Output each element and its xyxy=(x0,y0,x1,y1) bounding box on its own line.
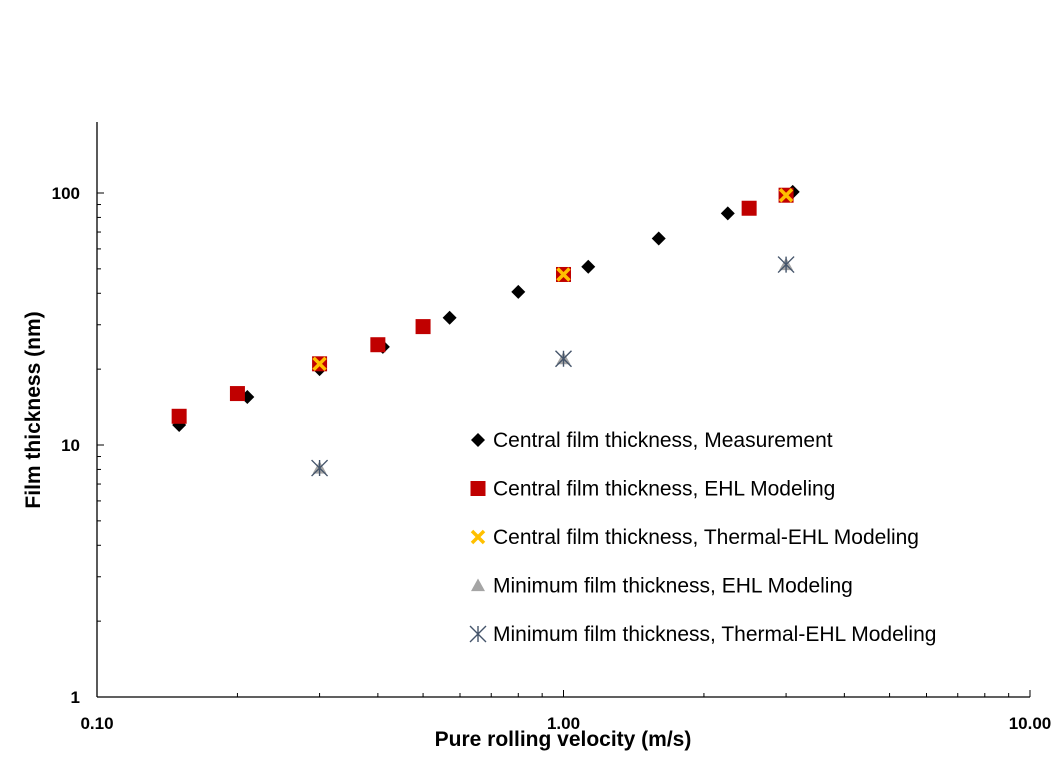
series-5 xyxy=(311,256,795,477)
legend-label: Minimum film thickness, Thermal-EHL Mode… xyxy=(493,623,936,646)
legend-label: Central film thickness, Measurement xyxy=(493,429,833,452)
data-point-diamond xyxy=(581,259,596,274)
y-axis-title: Film thickness (nm) xyxy=(22,311,45,508)
data-point-asterisk xyxy=(555,350,572,368)
tick-labels: 0.10 1.00 10.00 1 10 100 xyxy=(52,184,1052,733)
data-points xyxy=(171,184,800,477)
x-axis-title: Pure rolling velocity (m/s) xyxy=(435,728,692,751)
legend-marker-x xyxy=(470,529,486,545)
data-point-x xyxy=(556,267,571,282)
legend-marker-asterisk xyxy=(469,625,487,643)
legend-item-4: Minimum film thickness, EHL Modeling xyxy=(471,575,853,598)
x-tick-label: 0.10 xyxy=(80,714,113,733)
series-2 xyxy=(171,187,794,424)
x-tick-label: 10.00 xyxy=(1009,714,1052,733)
data-point-diamond xyxy=(511,284,526,299)
data-point-square xyxy=(370,337,386,353)
legend-label: Central film thickness, Thermal-EHL Mode… xyxy=(493,526,919,549)
data-point-square xyxy=(415,319,431,335)
data-point-asterisk xyxy=(777,256,795,274)
data-point-diamond xyxy=(442,310,457,325)
legend-label: Minimum film thickness, EHL Modeling xyxy=(493,575,853,598)
legend-item-2: Central film thickness, EHL Modeling xyxy=(470,478,835,501)
y-tick-label: 100 xyxy=(52,184,80,203)
legend-label: Central film thickness, EHL Modeling xyxy=(493,478,835,501)
data-point-asterisk xyxy=(311,459,329,477)
series-3 xyxy=(312,187,794,372)
y-tick-label: 1 xyxy=(71,688,80,707)
legend-marker-square xyxy=(470,481,486,496)
series-1 xyxy=(172,184,800,433)
y-tick-label: 10 xyxy=(61,436,80,455)
data-point-square xyxy=(171,408,187,424)
data-point-square xyxy=(229,386,245,402)
data-point-x xyxy=(778,187,794,203)
legend: Central film thickness, Measurement Centr… xyxy=(469,429,936,646)
legend-item-3: Central film thickness, Thermal-EHL Mode… xyxy=(470,526,919,549)
data-point-square xyxy=(741,200,757,216)
axes xyxy=(96,122,1031,698)
data-point-diamond xyxy=(720,206,735,221)
legend-marker-diamond xyxy=(471,433,485,447)
legend-item-5: Minimum film thickness, Thermal-EHL Mode… xyxy=(469,623,936,646)
legend-item-1: Central film thickness, Measurement xyxy=(471,429,833,452)
data-point-x xyxy=(312,356,327,372)
legend-marker-triangle xyxy=(471,578,485,592)
data-point-diamond xyxy=(651,231,666,246)
x-tick-label: 1.00 xyxy=(547,714,580,733)
